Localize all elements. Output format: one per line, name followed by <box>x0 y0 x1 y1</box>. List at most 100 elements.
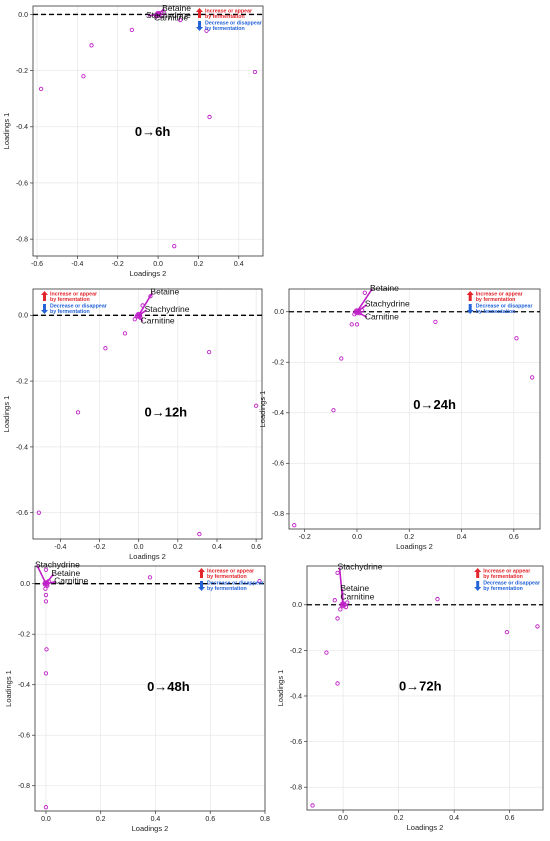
data-point <box>504 629 510 635</box>
x-tick-label: 0.4 <box>457 534 467 541</box>
y-tick-label: -0.8 <box>16 237 28 244</box>
data-point <box>292 523 297 528</box>
x-tick-label: 0.6 <box>509 534 519 541</box>
plot-frame <box>288 288 541 530</box>
data-point <box>360 308 365 313</box>
data-point <box>362 290 367 295</box>
data-point <box>43 671 49 676</box>
data-point <box>253 403 259 408</box>
x-axis-label: Loadings 2 <box>129 552 166 561</box>
y-tick-label: -0.6 <box>16 510 28 517</box>
increase-arrow-icon <box>476 572 480 578</box>
legend-decrease-label: by fermentation <box>476 309 516 315</box>
data-point <box>335 681 340 686</box>
data-point <box>172 244 177 249</box>
y-tick-label: -0.6 <box>290 739 302 746</box>
data-point <box>331 408 336 413</box>
data-point <box>43 805 49 810</box>
y-tick-label: -0.8 <box>18 783 30 790</box>
annotation-label: Stachydrine <box>338 561 383 571</box>
data-point <box>339 601 347 609</box>
legend-increase-label: by fermentation <box>50 297 90 303</box>
y-axis-label: Loadings 1 <box>2 113 11 150</box>
increase-arrow-icon <box>198 12 201 18</box>
legend-increase-label: Increase or appear <box>483 569 530 575</box>
decrease-arrow-icon <box>198 21 201 27</box>
panel-4: 0.0 0.2 0.4 0.6 0.8 0.0 -0.2 -0.4 -0.6 -0.8 Loadin… <box>4 559 270 833</box>
legend-increase-label: Increase or appear <box>207 569 254 575</box>
data-point <box>43 599 49 604</box>
x-tick-label: 0.0 <box>41 816 51 823</box>
data-point <box>36 510 42 515</box>
annotation-label: Betaine <box>340 583 369 593</box>
panel-2: -0.4 -0.2 0.0 0.2 0.4 0.6 0.0 -0.2 -0.4 -0.6 Loadi… <box>2 287 263 561</box>
data-point <box>354 322 360 327</box>
decrease-arrow-icon <box>468 304 472 310</box>
y-tick-label: -0.4 <box>272 410 284 417</box>
x-tick-label: 0.6 <box>205 816 215 823</box>
x-tick-label: 0.2 <box>173 544 183 551</box>
decrease-arrow-icon <box>476 581 480 587</box>
annotation-label: Stachydrine <box>35 559 80 569</box>
annotation-leader <box>356 288 373 313</box>
increase-arrow-icon <box>200 572 203 578</box>
legend-decrease-label: Decrease or disappear <box>483 581 540 587</box>
decrease-arrow-icon <box>196 27 203 31</box>
plot-frame <box>32 288 263 540</box>
annotation-label: Carnitine <box>154 13 188 23</box>
panel-3: -0.2 0.0 0.2 0.4 0.6 0.0 -0.2 -0.4 -0.6 -0.8 Loadi… <box>258 283 541 551</box>
data-point <box>324 650 329 655</box>
data-point <box>147 575 153 580</box>
legend-decrease-label: Decrease or disappear <box>476 304 533 310</box>
x-axis-label: Loadings 2 <box>130 269 167 278</box>
data-point <box>207 114 212 120</box>
y-tick-label: 0.0 <box>292 602 302 609</box>
y-tick-label: 0.0 <box>274 309 284 316</box>
annotation-label: Stachydrine <box>365 299 410 309</box>
annotation-label: Carnitine <box>141 316 175 326</box>
data-point <box>129 27 135 33</box>
panel-5: 0.0 0.2 0.4 0.6 0.0 -0.2 -0.4 -0.6 -0.8 Loadings … <box>276 561 544 832</box>
annotation-leader <box>138 292 154 316</box>
data-point <box>103 346 108 351</box>
y-tick-label: -0.6 <box>18 733 30 740</box>
x-tick-label: 0.2 <box>96 816 106 823</box>
legend-decrease-label: by fermentation <box>483 586 523 592</box>
annotation-label: Carnitine <box>340 592 374 602</box>
data-point <box>339 356 344 361</box>
data-point <box>204 28 209 33</box>
data-point <box>349 322 354 327</box>
legend-increase-label: by fermentation <box>476 297 516 303</box>
x-tick-label: -0.4 <box>71 261 83 268</box>
x-tick-label: 0.0 <box>134 544 144 551</box>
y-tick-label: -0.2 <box>18 632 30 639</box>
y-tick-label: -0.6 <box>272 461 284 468</box>
panel-title: 0→24h <box>413 397 456 412</box>
panel-title: 0→48h <box>147 679 190 694</box>
decrease-arrow-icon <box>41 310 48 314</box>
data-point <box>535 624 540 629</box>
plot-frame <box>32 5 264 257</box>
x-tick-label: 0.4 <box>234 261 244 268</box>
data-point <box>43 586 48 591</box>
y-axis-label: Loadings 1 <box>4 670 13 707</box>
panel-1: -0.6 -0.4 -0.2 0.0 0.2 0.4 0.0 -0.2 -0.4 -0.6 -0.8… <box>2 3 264 278</box>
panel-title: 0→72h <box>399 678 442 693</box>
data-point <box>257 579 262 584</box>
x-tick-label: 0.2 <box>194 261 204 268</box>
data-point <box>148 294 153 299</box>
panel-title: 0→6h <box>135 124 170 139</box>
data-point <box>335 616 340 621</box>
data-point <box>435 596 440 602</box>
increase-arrow-icon <box>41 291 48 295</box>
legend-increase-label: by fermentation <box>207 574 247 580</box>
decrease-arrow-icon <box>474 587 482 591</box>
plot-frame <box>306 565 544 811</box>
panel-title: 0→12h <box>144 405 187 420</box>
x-tick-label: -0.2 <box>299 534 311 541</box>
annotation-label: Betaine <box>150 287 179 297</box>
